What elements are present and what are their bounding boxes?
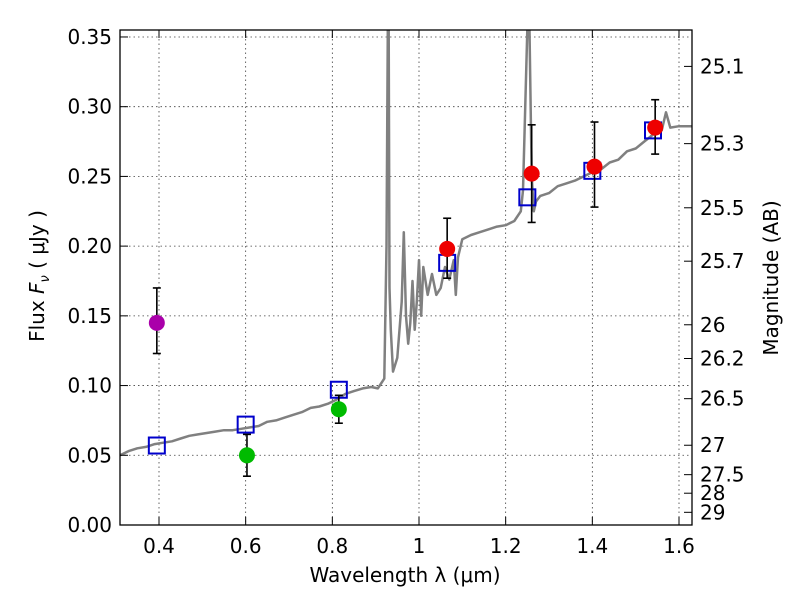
series-layer <box>120 30 692 477</box>
observed-flux-point <box>238 447 255 464</box>
y-tick-label: 0.15 <box>67 304 112 328</box>
model-spectrum-line <box>120 30 692 457</box>
y2-tick-label: 26.2 <box>700 347 745 371</box>
y-tick-label: 0.30 <box>67 95 112 119</box>
grid-lines <box>120 30 692 526</box>
y2-tick-label: 25.5 <box>700 196 745 220</box>
y2-axis-label: Magnitude (AB) <box>759 200 783 355</box>
y2-tick-label: 25.7 <box>700 249 745 273</box>
y2-tick-label: 26.5 <box>700 387 745 411</box>
y2-tick-label: 27 <box>700 433 725 457</box>
y2-tick-label: 27.5 <box>700 463 745 487</box>
x-tick-label: 0.6 <box>230 534 262 558</box>
observed-flux-point <box>148 314 165 331</box>
observed-flux-point <box>647 119 664 136</box>
x-tick-label: 0.8 <box>316 534 348 558</box>
observed-flux-point <box>586 158 603 175</box>
x-axis-label: Wavelength λ (μm) <box>309 563 500 587</box>
x-tick-label: 1.2 <box>490 534 522 558</box>
model-photometry-marker <box>147 436 166 455</box>
x-tick-label: 0.4 <box>143 534 175 558</box>
x-tick-label: 1 <box>413 534 426 558</box>
y2-tick-label: 25.3 <box>700 132 745 156</box>
x-tick-label: 1.6 <box>663 534 695 558</box>
y-tick-label: 0.05 <box>67 443 112 467</box>
y-tick-label: 0.20 <box>67 234 112 258</box>
tick-labels: 0.4 0.6 0.8 1 1.2 1.4 1.6 0.00 0.05 0.10 0.15 0.20 0… <box>67 25 744 558</box>
y-tick-label: 0.10 <box>67 374 112 398</box>
observed-flux-point <box>439 240 456 257</box>
y2-tick-label: 26 <box>700 313 725 337</box>
observed-flux-point <box>523 165 540 182</box>
observed-flux-point <box>330 401 347 418</box>
y-tick-label: 0.00 <box>67 513 112 537</box>
y-axis-label: Flux Fν ( μJy ) <box>25 210 53 342</box>
x-tick-label: 1.4 <box>576 534 608 558</box>
axes <box>119 29 693 526</box>
model-photometry-marker <box>518 188 537 207</box>
y2-tick-label: 29 <box>700 500 725 524</box>
y-tick-label: 0.25 <box>67 164 112 188</box>
y2-tick-label: 25.1 <box>700 54 745 78</box>
plot-frame <box>119 29 693 526</box>
y2-tick-label: 28 <box>700 481 725 505</box>
y-tick-label: 0.35 <box>67 25 112 49</box>
model-photometry-marker <box>236 415 255 434</box>
